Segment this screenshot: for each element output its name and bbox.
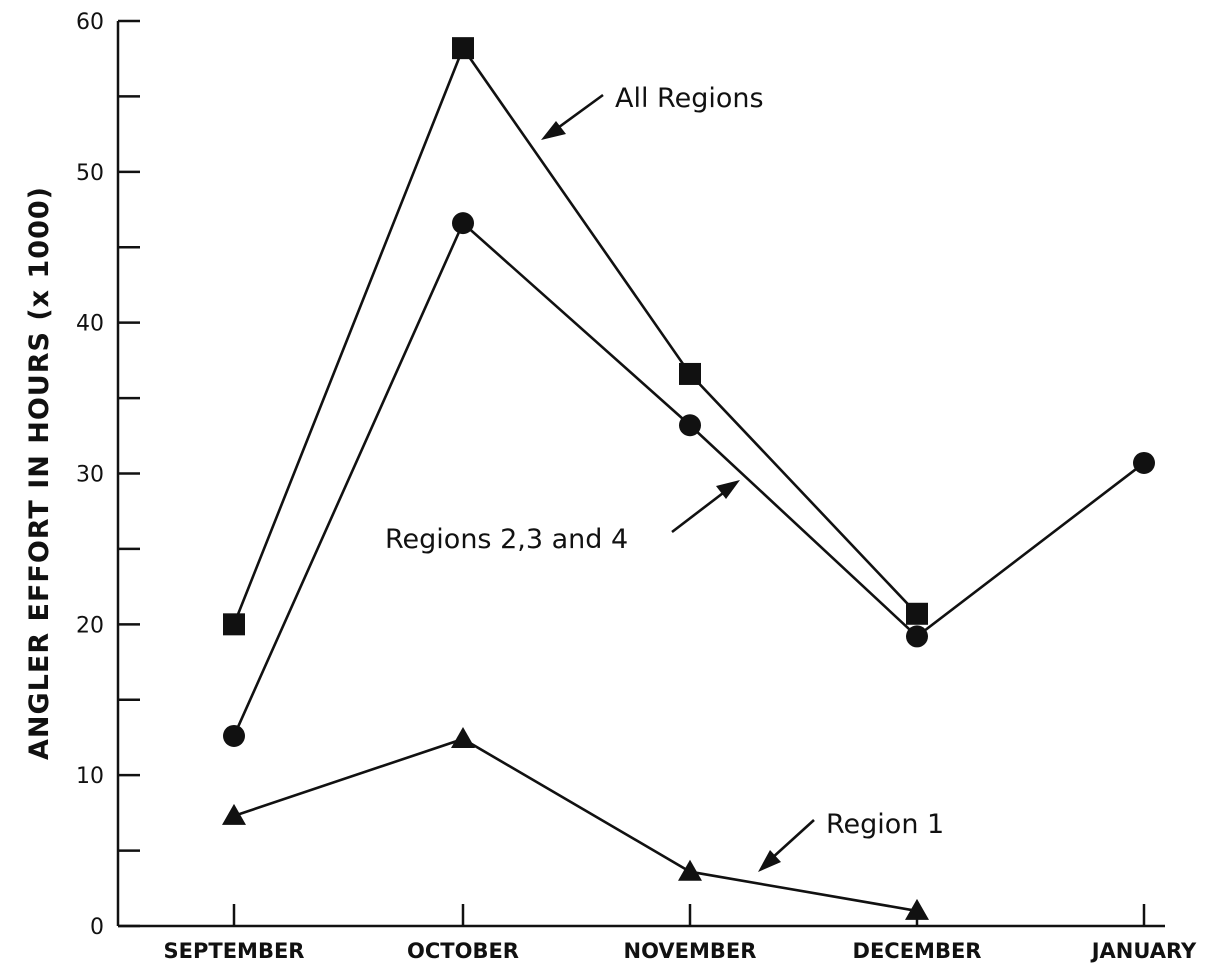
series-line <box>232 45 918 625</box>
series-regions-2-3-and-4 <box>223 212 1155 747</box>
series-line <box>232 220 1145 737</box>
y-tick-label: 0 <box>90 915 104 940</box>
x-tick-label: DECEMBER <box>853 939 982 963</box>
y-tick-label: 10 <box>76 764 104 789</box>
y-axis-label: ANGLER EFFORT IN HOURS (x 1000) <box>24 186 55 760</box>
circle-marker <box>452 212 474 235</box>
series-line <box>233 737 918 913</box>
circle-marker <box>223 724 245 747</box>
x-tick-label: JANUARY <box>1090 939 1197 963</box>
y-tick-label: 40 <box>76 312 104 337</box>
annotation-region-1: Region 1 <box>826 809 944 840</box>
circle-marker <box>906 625 928 648</box>
arrow-all-regions <box>541 93 604 140</box>
square-marker <box>679 362 701 385</box>
series-region-1 <box>222 726 929 920</box>
square-marker <box>223 613 245 636</box>
x-tick-label: OCTOBER <box>407 939 519 963</box>
x-axis-ticks: SEPTEMBER OCTOBER NOVEMBER DECEMBER JANUARY <box>164 904 1197 963</box>
triangle-marker <box>222 803 246 825</box>
x-tick-label: NOVEMBER <box>624 939 757 963</box>
y-tick-label: 50 <box>76 161 104 186</box>
annotation-all-regions: All Regions <box>615 83 764 114</box>
triangle-marker <box>451 726 475 748</box>
y-tick-label: 30 <box>76 463 104 488</box>
series-all-regions <box>223 37 928 636</box>
y-tick-label: 20 <box>76 613 104 638</box>
y-axis-ticks: 0 10 20 30 40 50 60 <box>76 10 140 940</box>
y-tick-label: 60 <box>76 10 104 35</box>
axes <box>116 21 1165 928</box>
annotation-regions-2-3-4: Regions 2,3 and 4 <box>385 524 628 555</box>
triangle-marker <box>678 859 702 881</box>
square-marker <box>452 37 474 60</box>
arrow-regions-2-3-4 <box>671 480 740 534</box>
square-marker <box>906 602 928 625</box>
circle-marker <box>1133 451 1155 474</box>
series-layer <box>222 37 1155 920</box>
circle-marker <box>679 414 701 437</box>
triangle-marker <box>905 898 929 920</box>
x-tick-label: SEPTEMBER <box>164 939 305 963</box>
arrow-region-1 <box>758 819 815 872</box>
